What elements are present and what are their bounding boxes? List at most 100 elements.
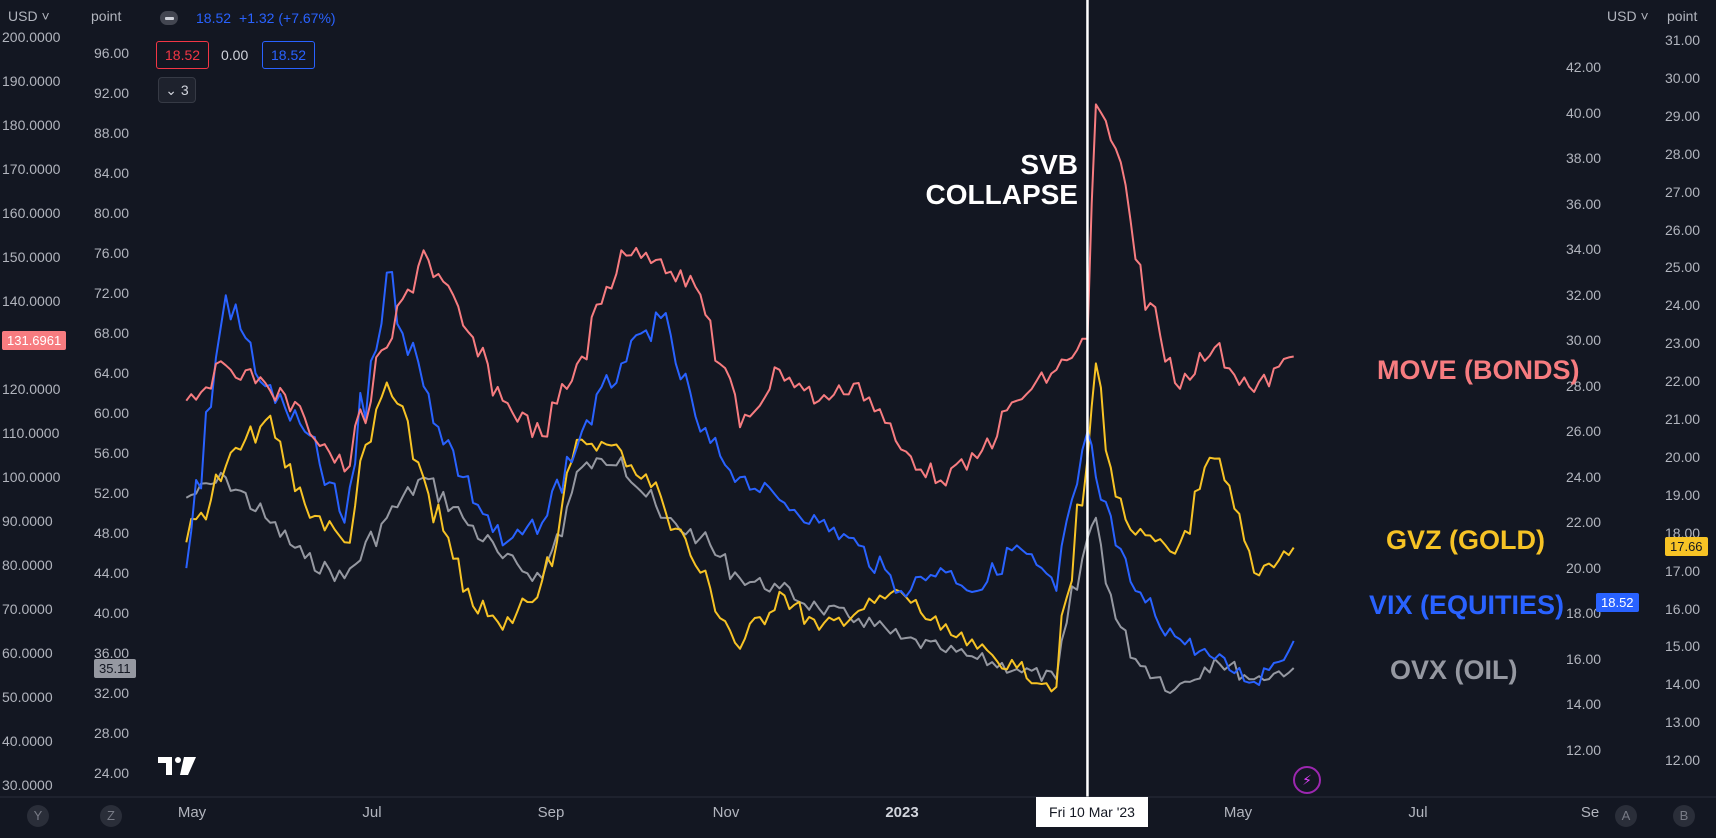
- vix-series-label: VIX (EQUITIES): [1369, 590, 1565, 620]
- left-inner-tick: 84.00: [94, 165, 130, 181]
- right-inner-tick: 38.00: [1566, 150, 1602, 166]
- right-outer-tick: 21.00: [1665, 411, 1701, 427]
- x-tick: Jul: [362, 804, 382, 821]
- left-inner-tick: 92.00: [94, 85, 130, 101]
- svb-collapse-annotation: SVB COLLAPSE: [926, 150, 1078, 210]
- right-currency-label: USD: [1607, 8, 1637, 24]
- ohlc-box-red: 18.52: [156, 41, 210, 69]
- legend-change: +1.32 (+7.67%): [239, 10, 336, 26]
- right-outer-tick: 20.00: [1665, 448, 1701, 465]
- right-inner-tick: 14.00: [1566, 696, 1602, 712]
- right-outer-tick: 17.00: [1665, 562, 1701, 579]
- left-inner-tick: 40.00: [94, 605, 130, 621]
- left-outer-tick: 90.0000: [2, 513, 53, 529]
- ovx-series-line: [185, 456, 1295, 694]
- right-inner-tick: 22.00: [1566, 514, 1602, 530]
- left-inner-tick: 96.00: [94, 45, 130, 61]
- left-inner-tick: 32.00: [94, 685, 130, 701]
- lightning-icon[interactable]: ⚡: [1293, 766, 1321, 794]
- left-inner-tick: 48.00: [94, 525, 130, 541]
- left-outer-tick: 140.0000: [2, 293, 61, 309]
- a-axis-button[interactable]: A: [1615, 805, 1637, 827]
- ovx-price-tag: 35.11: [94, 659, 136, 678]
- right-inner-tick: 32.00: [1566, 286, 1602, 303]
- left-inner-tick: 36.00: [94, 645, 130, 661]
- left-inner-tick: 76.00: [94, 245, 130, 261]
- crosshair-date-label: Fri 10 Mar '23: [1036, 797, 1148, 827]
- left-outer-tick: 110.0000: [2, 425, 60, 441]
- x-tick: Nov: [712, 804, 740, 821]
- tradingview-logo: [158, 757, 196, 775]
- hide-series-icon[interactable]: [160, 11, 178, 25]
- svb-line-1: SVB: [1020, 149, 1078, 180]
- left-outer-tick: 190.0000: [2, 73, 61, 89]
- left-outer-tick: 40.0000: [2, 733, 53, 749]
- right-outer-tick: 19.00: [1665, 486, 1701, 503]
- right-unit-label: point: [1667, 8, 1698, 24]
- right-outer-tick: 13.00: [1665, 714, 1701, 731]
- left-inner-tick: 24.00: [94, 765, 130, 781]
- b-axis-button[interactable]: B: [1673, 805, 1695, 827]
- right-outer-tick: 15.00: [1665, 638, 1701, 655]
- left-outer-tick: 160.0000: [2, 205, 61, 221]
- left-inner-tick: 44.00: [94, 565, 130, 581]
- left-inner-tick: 68.00: [94, 325, 130, 341]
- right-inner-tick: 28.00: [1566, 377, 1602, 394]
- right-outer-tick: 30.00: [1665, 69, 1701, 86]
- right-outer-tick: 27.00: [1665, 183, 1701, 200]
- right-inner-tick: 42.00: [1566, 59, 1602, 75]
- right-outer-tick: 28.00: [1665, 145, 1701, 162]
- right-outer-tick: 14.00: [1665, 676, 1701, 693]
- right-outer-tick: 25.00: [1665, 259, 1701, 276]
- right-outer-tick: 23.00: [1665, 335, 1701, 352]
- y-axis-button[interactable]: Y: [27, 805, 49, 827]
- right-outer-tick: 12.00: [1665, 752, 1701, 769]
- vix-series-line: [185, 271, 1295, 686]
- left-outer-tick: 180.0000: [2, 117, 61, 133]
- x-tick: Sep: [537, 804, 565, 821]
- ovx-series-label: OVX (OIL): [1390, 655, 1518, 685]
- left-inner-tick: 60.00: [94, 405, 130, 421]
- z-axis-button[interactable]: Z: [100, 805, 122, 827]
- right-inner-tick: 16.00: [1566, 650, 1602, 667]
- x-tick: 2023: [885, 804, 919, 821]
- right-inner-tick: 34.00: [1566, 241, 1602, 257]
- left-unit-label: point: [91, 8, 122, 24]
- x-tick: May: [177, 804, 207, 821]
- ohlc-box-blue: 18.52: [262, 41, 316, 69]
- svb-line-2: COLLAPSE: [925, 179, 1078, 210]
- left-outer-tick: 200.0000: [2, 29, 61, 45]
- left-inner-tick: 72.00: [94, 285, 130, 301]
- left-outer-tick: 120.0000: [2, 381, 61, 397]
- right-inner-tick: 18.00: [1566, 605, 1602, 621]
- left-inner-tick: 88.00: [94, 125, 130, 141]
- left-outer-tick: 50.0000: [2, 689, 53, 705]
- right-inner-tick: 20.00: [1566, 559, 1602, 576]
- gvz-price-tag: 17.66: [1665, 537, 1708, 556]
- right-inner-tick: 12.00: [1566, 741, 1602, 758]
- left-currency-selector[interactable]: USD ˅: [8, 8, 50, 24]
- left-outer-tick: 30.0000: [2, 777, 53, 793]
- left-inner-tick: 52.00: [94, 485, 130, 501]
- right-inner-tick: 24.00: [1566, 468, 1602, 485]
- right-inner-tick: 40.00: [1566, 104, 1602, 121]
- left-currency-label: USD: [8, 8, 38, 24]
- x-tick: Jul: [1408, 804, 1428, 821]
- gvz-series-label: GVZ (GOLD): [1386, 525, 1545, 555]
- move-price-tag: 131.6961: [2, 331, 67, 350]
- left-inner-tick: 80.00: [94, 205, 130, 221]
- chevron-down-icon: ⌄: [165, 82, 178, 98]
- left-outer-tick: 60.0000: [2, 645, 53, 661]
- right-inner-tick: 36.00: [1566, 195, 1602, 212]
- right-currency-selector[interactable]: USD ˅: [1607, 8, 1649, 24]
- right-outer-tick: 18.00: [1665, 524, 1701, 541]
- collapse-legend-button[interactable]: ⌄ 3: [158, 77, 196, 103]
- collapsed-count: 3: [180, 82, 189, 98]
- left-outer-tick: 170.0000: [2, 161, 61, 177]
- right-outer-tick: 31.00: [1665, 32, 1701, 48]
- vix-price-tag: 18.52: [1596, 593, 1639, 612]
- move-series-label: MOVE (BONDS): [1377, 355, 1580, 385]
- right-outer-tick: 29.00: [1665, 107, 1701, 124]
- right-outer-tick: 24.00: [1665, 297, 1701, 314]
